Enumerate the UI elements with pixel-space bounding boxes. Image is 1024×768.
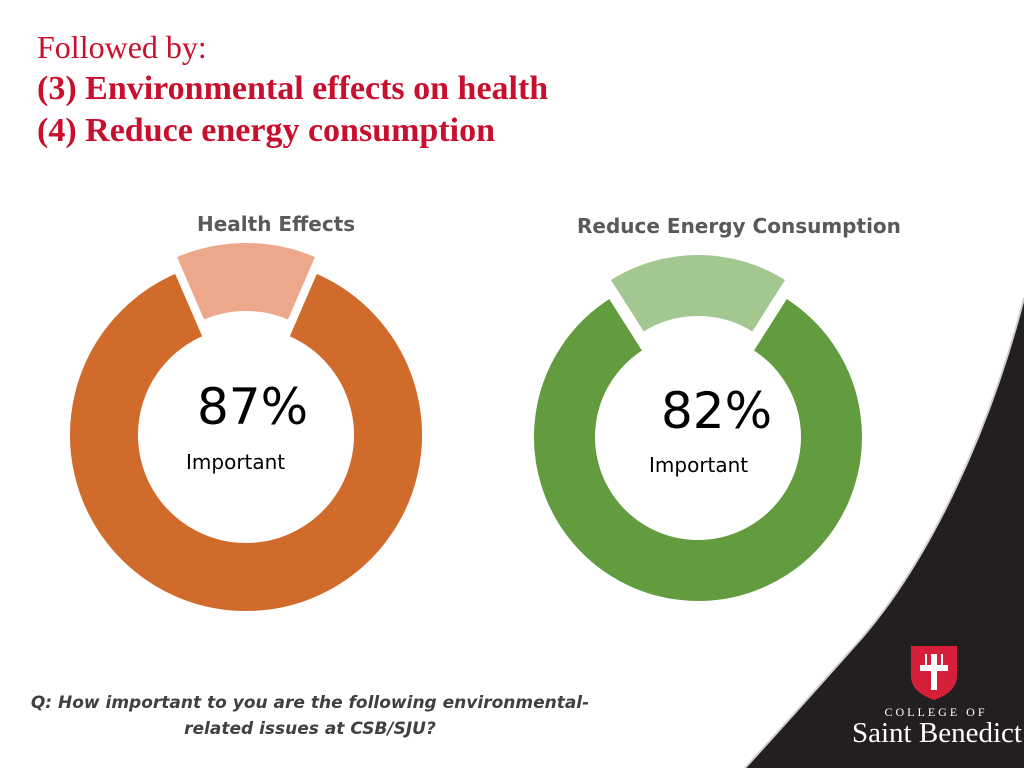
heading-line-2: (3) Environmental effects on health <box>37 70 549 107</box>
health-effects-slice-not-important <box>174 241 318 323</box>
college-shield-logo-icon <box>911 646 957 700</box>
reduce-energy-center-label: Important <box>649 453 749 477</box>
heading-line-1: Followed by: <box>37 29 207 65</box>
survey-question: Q: How important to you are the followin… <box>30 693 590 739</box>
chart-title-reduce-energy: Reduce Energy Consumption <box>577 214 901 238</box>
logo-text-college-of: COLLEGE OF <box>884 705 988 719</box>
reduce-energy-slice-not-important <box>608 253 788 335</box>
reduce-energy-slice-important <box>532 296 864 603</box>
heading-line-3: (4) Reduce energy consumption <box>37 112 496 149</box>
health-effects-slice-important <box>68 271 424 613</box>
health-effects-center-label: Important <box>186 450 286 474</box>
health-effects-percent-label: 87% <box>197 378 309 436</box>
chart-title-health-effects: Health Effects <box>197 212 356 236</box>
dark-corner-band-edge <box>744 297 1024 768</box>
slide-heading: Followed by: (3) Environmental effects o… <box>37 26 548 152</box>
logo-text-saint-benedict: Saint Benedict <box>852 717 1022 749</box>
reduce-energy-percent-label: 82% <box>661 382 773 440</box>
